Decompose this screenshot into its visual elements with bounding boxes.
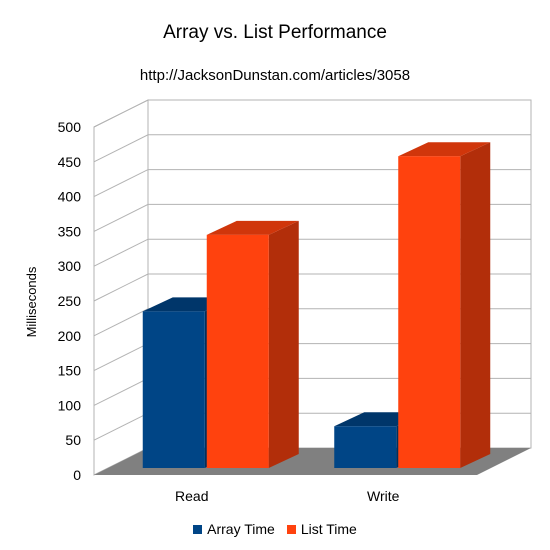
y-tick-label: 100 — [58, 397, 82, 413]
legend-label: Array Time — [207, 521, 275, 537]
x-axis-ticks: Read Write — [175, 488, 400, 504]
y-axis-label: Milliseconds — [24, 266, 39, 337]
y-tick-label: 250 — [58, 293, 82, 309]
bar-front-face — [334, 426, 397, 468]
y-tick-label: 200 — [58, 328, 82, 344]
chart-subtitle: http://JacksonDunstan.com/articles/3058 — [139, 67, 411, 84]
bar-front-face — [206, 234, 269, 468]
chart-bars — [142, 142, 491, 468]
y-tick-label: 50 — [65, 432, 81, 448]
y-tick-label: 350 — [58, 223, 82, 239]
chart-title: Array vs. List Performance — [163, 22, 387, 43]
bar-list-time-write — [398, 142, 491, 468]
legend-swatch — [286, 525, 296, 534]
gridline — [93, 99, 531, 128]
bar-front-face — [142, 311, 205, 468]
legend-item: Array Time — [193, 521, 275, 537]
y-tick-label: 150 — [58, 363, 82, 379]
x-tick-label: Read — [175, 488, 208, 504]
y-tick-label: 400 — [58, 189, 82, 205]
bar-front-face — [398, 156, 461, 468]
bar-side-face — [460, 142, 491, 468]
bar-list-time-read — [206, 220, 299, 468]
x-tick-label: Write — [367, 488, 400, 504]
legend-label: List Time — [300, 521, 357, 537]
legend-swatch — [193, 525, 203, 534]
y-tick-label: 500 — [58, 119, 82, 135]
legend: Array Time List Time — [0, 521, 550, 537]
legend-item: List Time — [286, 521, 357, 537]
y-tick-label: 450 — [58, 154, 82, 170]
gridline — [93, 134, 531, 163]
bar-top-face — [206, 220, 299, 235]
y-axis-ticks: 0 50 100 150 200 250 300 350 400 450 500 — [58, 119, 82, 483]
bar-side-face — [268, 220, 299, 468]
y-tick-label: 300 — [58, 258, 82, 274]
y-tick-label: 0 — [73, 467, 81, 483]
bar-top-face — [398, 142, 491, 157]
